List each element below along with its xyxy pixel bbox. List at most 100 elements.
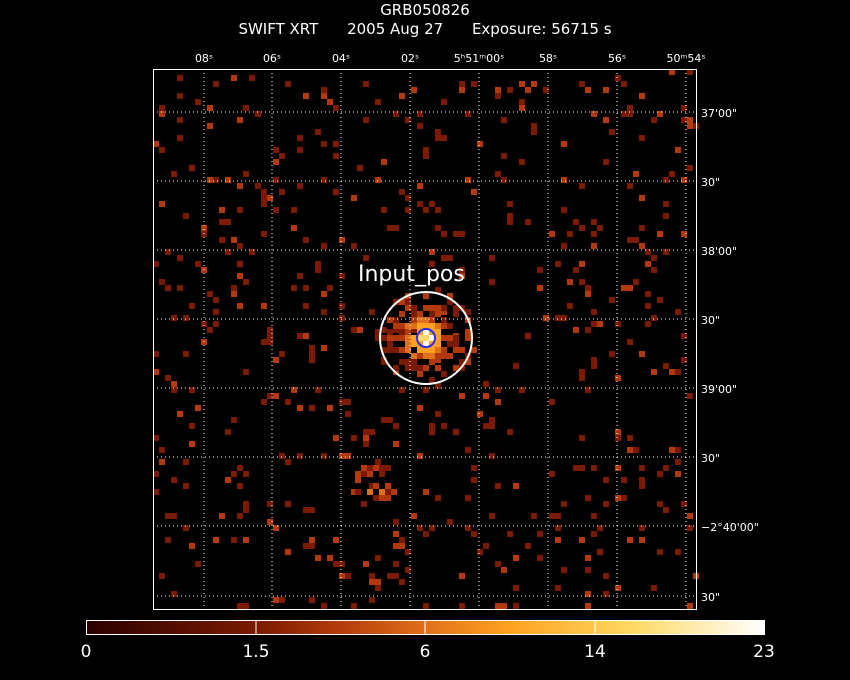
background-count-pixel xyxy=(675,369,681,375)
background-count-pixel xyxy=(483,543,489,549)
background-count-pixel xyxy=(297,135,303,141)
background-count-pixel xyxy=(219,219,225,225)
background-count-pixel xyxy=(675,447,681,453)
source-count-pixel xyxy=(399,335,405,341)
background-count-pixel xyxy=(315,555,321,561)
background-count-pixel xyxy=(369,429,375,435)
background-count-pixel xyxy=(507,429,513,435)
background-count-pixel xyxy=(309,537,315,543)
source-count-pixel xyxy=(435,341,441,347)
background-count-pixel xyxy=(369,573,375,579)
background-count-pixel xyxy=(555,261,561,267)
source-count-pixel xyxy=(447,323,453,329)
background-count-pixel xyxy=(663,213,669,219)
source-count-pixel xyxy=(405,359,411,365)
source-count-pixel xyxy=(405,347,411,353)
background-count-pixel xyxy=(273,207,279,213)
background-count-pixel xyxy=(363,81,369,87)
background-count-pixel xyxy=(423,207,429,213)
background-count-pixel xyxy=(345,573,351,579)
background-count-pixel xyxy=(639,93,645,99)
background-count-pixel xyxy=(237,243,243,249)
source-count-pixel xyxy=(411,305,417,311)
background-count-pixel xyxy=(459,87,465,93)
background-count-pixel xyxy=(171,171,177,177)
source-count-pixel xyxy=(423,329,429,335)
background-count-pixel xyxy=(267,195,273,201)
background-count-pixel xyxy=(681,357,687,363)
source-count-pixel xyxy=(399,329,405,335)
background-count-pixel xyxy=(393,561,399,567)
source-count-pixel xyxy=(447,341,453,347)
colorbar-label-0: 0 xyxy=(81,642,92,662)
background-count-pixel xyxy=(537,531,543,537)
background-count-pixel xyxy=(333,435,339,441)
faint-source-pixel xyxy=(385,483,391,489)
background-count-pixel xyxy=(333,561,339,567)
background-count-pixel xyxy=(297,333,303,339)
background-count-pixel xyxy=(489,453,495,459)
ra-tick-label: 50ᵐ54ˢ xyxy=(667,52,706,65)
background-count-pixel xyxy=(681,105,687,111)
background-count-pixel xyxy=(309,597,315,603)
background-count-pixel xyxy=(201,321,207,327)
background-count-pixel xyxy=(501,567,507,573)
background-count-pixel xyxy=(597,549,603,555)
background-count-pixel xyxy=(261,201,267,207)
background-count-pixel xyxy=(303,93,309,99)
background-count-pixel xyxy=(495,93,501,99)
background-count-pixel xyxy=(195,261,201,267)
source-count-pixel xyxy=(411,317,417,323)
source-count-pixel xyxy=(399,347,405,353)
source-count-pixel xyxy=(447,299,453,305)
background-count-pixel xyxy=(153,141,159,147)
background-count-pixel xyxy=(351,195,357,201)
faint-source-pixel xyxy=(367,489,373,495)
background-count-pixel xyxy=(687,603,693,609)
source-count-pixel xyxy=(435,329,441,335)
source-count-pixel xyxy=(429,359,435,365)
background-count-pixel xyxy=(153,351,159,357)
background-count-pixel xyxy=(153,471,159,477)
background-count-pixel xyxy=(291,387,297,393)
source-count-pixel xyxy=(459,347,465,353)
background-count-pixel xyxy=(351,603,357,609)
faint-source-pixel xyxy=(379,465,385,471)
background-count-pixel xyxy=(441,99,447,105)
background-count-pixel xyxy=(495,171,501,177)
background-count-pixel xyxy=(687,123,693,129)
source-count-pixel xyxy=(387,341,393,347)
background-count-pixel xyxy=(435,129,441,135)
background-count-pixel xyxy=(513,603,519,609)
background-count-pixel xyxy=(687,513,693,519)
source-count-pixel xyxy=(417,347,423,353)
source-count-pixel xyxy=(411,359,417,365)
background-count-pixel xyxy=(579,183,585,189)
background-count-pixel xyxy=(639,195,645,201)
background-count-pixel xyxy=(447,519,453,525)
region-label: Input_pos xyxy=(358,262,465,287)
background-count-pixel xyxy=(369,483,375,489)
background-count-pixel xyxy=(627,447,633,453)
background-count-pixel xyxy=(585,291,591,297)
background-count-pixel xyxy=(165,375,171,381)
background-count-pixel xyxy=(219,513,225,519)
background-count-pixel xyxy=(159,573,165,579)
source-count-pixel xyxy=(471,347,477,353)
background-count-pixel xyxy=(513,483,519,489)
background-count-pixel xyxy=(633,279,639,285)
background-count-pixel xyxy=(657,297,663,303)
source-count-pixel xyxy=(387,335,393,341)
background-count-pixel xyxy=(423,531,429,537)
background-count-pixel xyxy=(651,267,657,273)
background-count-pixel xyxy=(267,393,273,399)
colorbar-label-2: 6 xyxy=(420,642,431,662)
background-count-pixel xyxy=(489,279,495,285)
source-count-pixel xyxy=(411,311,417,317)
background-count-pixel xyxy=(579,279,585,285)
background-count-pixel xyxy=(375,459,381,465)
background-count-pixel xyxy=(267,501,273,507)
background-count-pixel xyxy=(381,159,387,165)
background-count-pixel xyxy=(213,297,219,303)
background-count-pixel xyxy=(585,387,591,393)
